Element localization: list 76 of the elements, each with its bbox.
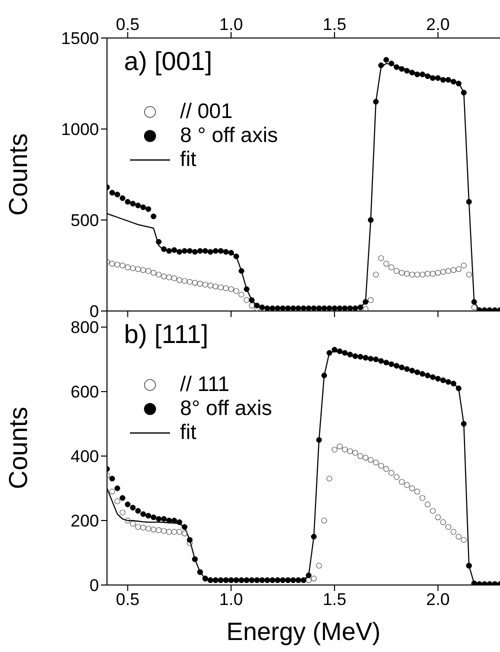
point [109, 260, 116, 267]
legend-label: // 111 [180, 373, 230, 397]
point [248, 302, 255, 308]
y-tick-label: 600 [70, 382, 99, 402]
point [182, 278, 188, 284]
point [150, 270, 156, 276]
legend-label: // 001 [180, 100, 233, 124]
point [212, 284, 218, 290]
y-axis-title: Counts [3, 133, 34, 216]
point [372, 272, 379, 278]
legend-label: 8° off axis [180, 397, 272, 421]
x-tick-label: 1.0 [219, 590, 243, 610]
point [378, 255, 384, 262]
point [435, 270, 441, 276]
point [218, 284, 224, 290]
point [186, 278, 193, 285]
point [135, 266, 141, 272]
point [409, 272, 415, 278]
point [171, 275, 178, 282]
x2-tick-label: 1.5 [322, 15, 346, 34]
point [238, 292, 244, 298]
point [130, 265, 136, 272]
y-tick-label: 0 [90, 576, 99, 596]
point [466, 272, 472, 278]
point [244, 297, 250, 303]
point [440, 268, 446, 275]
annotation: a) [001] [124, 46, 212, 77]
x-axis-title: Energy (MeV) [226, 618, 381, 646]
point [124, 264, 131, 270]
point [394, 268, 400, 274]
point [450, 267, 456, 273]
point [140, 267, 146, 273]
point [430, 270, 436, 277]
point [192, 280, 198, 286]
point [176, 277, 182, 283]
legend-label: fit [180, 148, 196, 172]
y-tick-label: 400 [70, 447, 99, 466]
point [145, 268, 152, 274]
point [414, 272, 420, 278]
point [424, 270, 431, 277]
y-tick-label: 500 [70, 211, 99, 230]
x-tick-label: 2.0 [426, 590, 450, 610]
annotation: b) [111] [124, 319, 208, 350]
x2-tick-label: 1.0 [219, 15, 243, 34]
x2-tick-label: 2.0 [426, 15, 450, 34]
point [388, 264, 394, 270]
point [166, 274, 172, 280]
legend-label: fit [180, 421, 196, 445]
x-tick-label: 1.5 [322, 590, 346, 610]
legend-label: 8 ° off axis [180, 124, 278, 148]
point [460, 262, 467, 268]
y-tick-label: 1500 [61, 29, 99, 48]
point [368, 297, 374, 303]
y-axis-title: Counts [3, 406, 34, 490]
point [420, 272, 426, 278]
point [383, 260, 390, 267]
point [445, 268, 452, 274]
y-tick-label: 200 [70, 512, 99, 531]
point [456, 266, 462, 272]
point [114, 262, 120, 268]
point [471, 304, 478, 310]
x2-tick-label: 0.5 [116, 15, 140, 34]
point [197, 280, 203, 287]
point [156, 272, 162, 278]
point [362, 306, 368, 311]
point [233, 288, 240, 294]
y-tick-label: 1000 [61, 120, 99, 140]
point [202, 282, 208, 288]
point [223, 285, 229, 292]
point [404, 270, 410, 277]
point [228, 286, 234, 292]
point [120, 262, 126, 268]
point [160, 274, 167, 280]
point [398, 270, 405, 276]
x-tick-label: 0.5 [116, 590, 140, 610]
point [208, 282, 214, 288]
